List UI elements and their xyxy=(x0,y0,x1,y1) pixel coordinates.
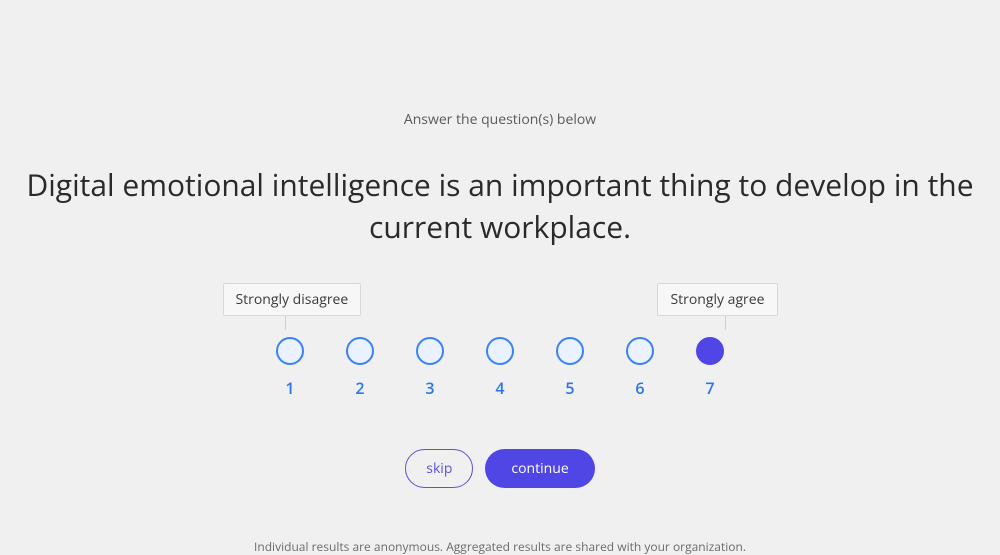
scale-options-row: 1 2 3 4 5 6 7 xyxy=(276,337,724,399)
scale-circle-7 xyxy=(696,337,724,365)
max-label: Strongly agree xyxy=(657,283,777,316)
scale-label-1: 1 xyxy=(285,377,294,399)
scale-circle-3 xyxy=(416,337,444,365)
label-connector-left xyxy=(285,316,286,330)
instruction-text: Answer the question(s) below xyxy=(404,110,596,129)
scale-option-1[interactable]: 1 xyxy=(276,337,304,399)
question-text: Digital emotional intelligence is an imp… xyxy=(0,164,1000,248)
scale-option-7[interactable]: 7 xyxy=(696,337,724,399)
scale-label-3: 3 xyxy=(425,377,434,399)
label-connector-right xyxy=(725,316,726,330)
scale-option-6[interactable]: 6 xyxy=(626,337,654,399)
scale-label-4: 4 xyxy=(495,377,504,399)
action-buttons: skip continue xyxy=(405,449,594,488)
disclaimer-text: Individual results are anonymous. Aggreg… xyxy=(254,538,746,555)
scale-circle-1 xyxy=(276,337,304,365)
scale-option-4[interactable]: 4 xyxy=(486,337,514,399)
scale-circle-4 xyxy=(486,337,514,365)
scale-label-7: 7 xyxy=(705,377,714,399)
scale-option-2[interactable]: 2 xyxy=(346,337,374,399)
scale-circle-2 xyxy=(346,337,374,365)
scale-labels-row: Strongly disagree Strongly agree xyxy=(223,283,778,321)
scale-label-2: 2 xyxy=(355,377,364,399)
likert-scale: Strongly disagree Strongly agree 1 2 3 4 xyxy=(223,283,778,399)
min-label: Strongly disagree xyxy=(223,283,362,316)
scale-label-5: 5 xyxy=(565,377,574,399)
scale-label-6: 6 xyxy=(635,377,644,399)
continue-button[interactable]: continue xyxy=(485,449,594,488)
scale-option-5[interactable]: 5 xyxy=(556,337,584,399)
scale-circle-6 xyxy=(626,337,654,365)
survey-container: Answer the question(s) below Digital emo… xyxy=(0,0,1000,531)
scale-circle-5 xyxy=(556,337,584,365)
scale-option-3[interactable]: 3 xyxy=(416,337,444,399)
skip-button[interactable]: skip xyxy=(405,449,473,488)
